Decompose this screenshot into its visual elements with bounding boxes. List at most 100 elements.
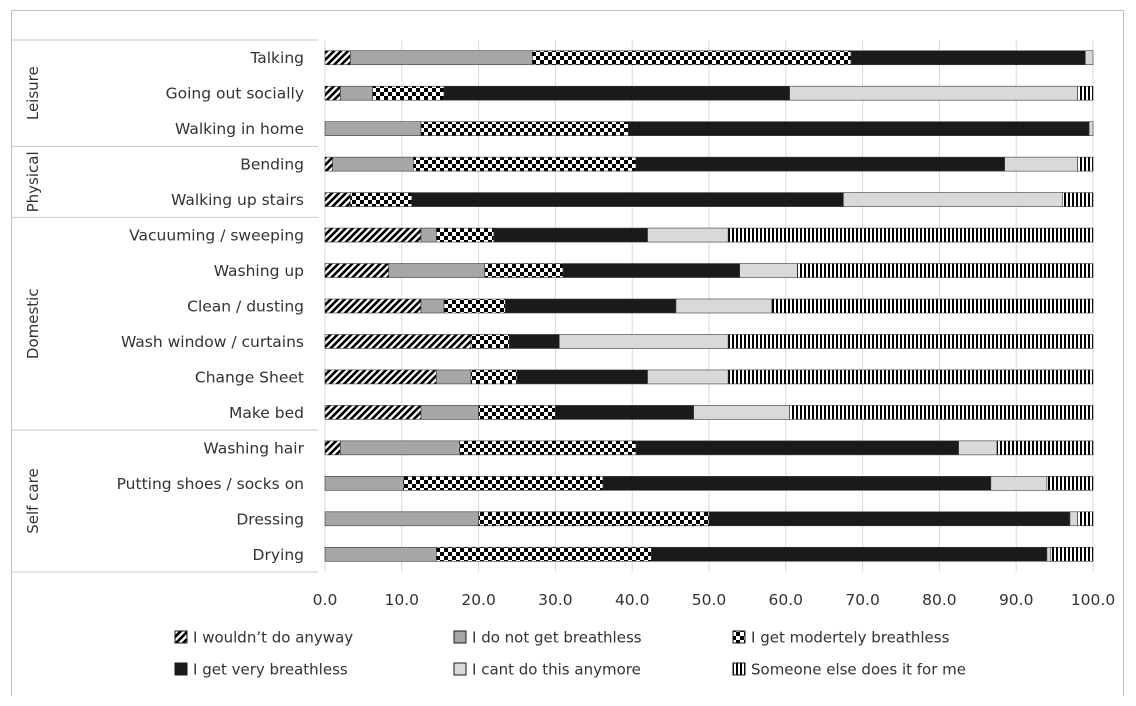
category-label: Make bed	[229, 404, 304, 422]
bar-segment	[1077, 85, 1094, 101]
bar-segment	[332, 156, 414, 172]
bar-segment	[324, 156, 333, 172]
group-label: Leisure	[24, 66, 42, 120]
bar-segment	[459, 440, 637, 456]
bar-segment	[324, 369, 437, 385]
bar-segment	[675, 298, 773, 314]
bar-segment	[436, 227, 495, 243]
bar-segment	[443, 85, 790, 101]
bar-segment	[478, 405, 556, 420]
category-label: Washing hair	[203, 439, 304, 457]
category-label: Vacuuming / sweeping	[129, 227, 304, 245]
bar-segment	[350, 192, 413, 207]
bar-segment	[1077, 511, 1094, 527]
bar-segment	[324, 298, 422, 314]
bar-segment	[324, 476, 404, 491]
bar-segment	[958, 440, 998, 456]
bar-segment	[1050, 546, 1094, 562]
bar-segment	[1088, 121, 1094, 136]
bar-segment	[647, 227, 729, 243]
category-label: Walking up stairs	[171, 191, 304, 209]
bar-segment	[388, 263, 486, 278]
chart-frame	[11, 10, 1124, 696]
legend-swatch	[174, 662, 188, 676]
bar-segment	[1046, 546, 1052, 562]
x-tick-label: 0.0	[313, 591, 338, 609]
bar-segment	[413, 156, 637, 172]
bar-segment	[789, 405, 1094, 420]
bar-segment	[324, 440, 341, 456]
bar-segment	[562, 263, 741, 278]
group-label: Self care	[24, 468, 42, 533]
bar-segment	[693, 405, 790, 420]
bar-segment	[403, 476, 604, 491]
bar-segment	[324, 263, 390, 278]
bar-segment	[324, 511, 479, 527]
bar-segment	[350, 50, 533, 66]
bar-segment	[516, 369, 648, 385]
group-label: Domestic	[24, 288, 42, 359]
bar-segment	[420, 121, 629, 136]
legend-swatch	[732, 662, 746, 676]
bar-segment	[602, 476, 992, 491]
category-label: Bending	[240, 156, 304, 174]
bar-segment	[555, 405, 694, 420]
category-label: Going out socially	[166, 85, 304, 103]
x-tick-label: 40.0	[615, 591, 650, 609]
legend-swatch	[453, 662, 467, 676]
bar-segment	[1085, 50, 1094, 66]
bar-segment	[509, 334, 560, 349]
category-label: Washing up	[214, 262, 304, 280]
bar-segment	[420, 298, 445, 314]
group-label: Physical	[24, 151, 42, 212]
x-tick-label: 30.0	[538, 591, 573, 609]
legend-label: I cant do this anymore	[472, 661, 641, 679]
bar-segment	[324, 227, 422, 243]
category-label: Clean / dusting	[187, 298, 304, 316]
legend-label: I get very breathless	[193, 661, 348, 679]
bar-segment	[420, 227, 437, 243]
x-tick-label: 60.0	[769, 591, 804, 609]
legend-swatch	[174, 630, 188, 644]
legend-label: I get modertely breathless	[751, 629, 950, 647]
bar-segment	[628, 121, 1090, 136]
bar-segment	[324, 405, 422, 420]
bar-segment	[324, 121, 422, 136]
legend-swatch	[453, 630, 467, 644]
bar-segment	[635, 440, 959, 456]
bar-segment	[411, 192, 844, 207]
bar-segment	[850, 50, 1086, 66]
bar-segment	[324, 546, 437, 562]
bar-segment	[771, 298, 1094, 314]
bar-segment	[470, 369, 518, 385]
bar-segment	[324, 334, 472, 349]
bar-segment	[420, 405, 479, 420]
bar-segment	[470, 334, 510, 349]
category-label: Wash window / curtains	[121, 333, 304, 351]
x-tick-label: 100.0	[1071, 591, 1115, 609]
bar-segment	[1061, 192, 1094, 207]
bar-segment	[647, 369, 729, 385]
bar-segment	[708, 511, 1071, 527]
bar-segment	[324, 85, 341, 101]
x-tick-label: 50.0	[692, 591, 727, 609]
bar-segment	[789, 85, 1078, 101]
bar-segment	[1069, 511, 1078, 527]
bar-segment	[1077, 156, 1094, 172]
bar-segment	[478, 511, 710, 527]
bar-segment	[436, 546, 652, 562]
bar-segment	[340, 440, 460, 456]
bar-segment	[635, 156, 1005, 172]
bar-segment	[1046, 476, 1094, 491]
bar-segment	[651, 546, 1048, 562]
bar-segment	[532, 50, 852, 66]
category-label: Change Sheet	[195, 368, 304, 386]
legend-label: I wouldn’t do anyway	[193, 629, 353, 647]
bar-segment	[996, 440, 1094, 456]
bar-segment	[493, 227, 648, 243]
bar-segment	[558, 334, 729, 349]
bar-segment	[797, 263, 1094, 278]
legend-label: Someone else does it for me	[751, 661, 966, 679]
category-label: Putting shoes / socks on	[117, 475, 304, 493]
